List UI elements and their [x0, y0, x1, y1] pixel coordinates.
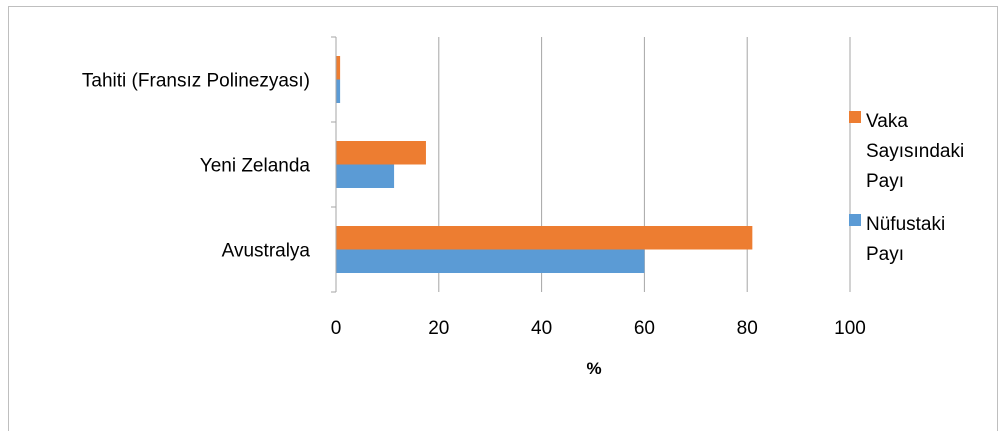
legend-swatch: [849, 111, 861, 123]
x-tick-label: 80: [737, 318, 758, 339]
x-tick-label: 40: [531, 318, 552, 339]
legend-label: Payı: [866, 244, 904, 265]
bar: [336, 249, 645, 273]
tick-labels: 0 20 40 60 80 100: [331, 318, 866, 339]
bars: [336, 56, 753, 273]
category-label: Tahiti (Fransız Polinezyası): [82, 71, 310, 92]
legend: Vaka Sayısındaki Payı Nüfustaki Payı: [849, 111, 964, 265]
bar: [336, 226, 753, 250]
category-labels: Tahiti (Fransız Polinezyası) Yeni Zelanda…: [82, 71, 311, 262]
x-axis-title: %: [586, 359, 601, 378]
bar: [336, 164, 395, 188]
category-label: Yeni Zelanda: [200, 156, 311, 177]
legend-label: Nüfustaki: [866, 214, 945, 235]
legend-label: Sayısındaki: [866, 141, 964, 162]
bar: [336, 79, 341, 103]
x-tick-label: 0: [331, 318, 342, 339]
legend-swatch: [849, 214, 861, 226]
x-tick-label: 100: [834, 318, 866, 339]
x-tick-label: 60: [634, 318, 655, 339]
category-label: Avustralya: [222, 241, 311, 262]
legend-label: Payı: [866, 171, 904, 192]
axes: [331, 36, 337, 293]
chart-frame: [8, 6, 998, 431]
bar: [336, 141, 426, 165]
bar: [336, 56, 341, 80]
x-tick-label: 20: [428, 318, 449, 339]
legend-label: Vaka: [866, 111, 908, 132]
